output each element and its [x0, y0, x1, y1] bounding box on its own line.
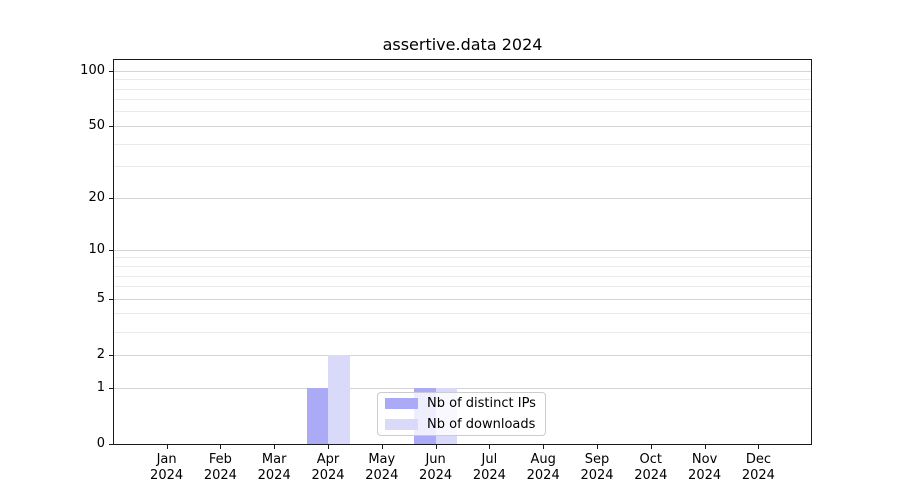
- x-tick-mark: [489, 445, 491, 449]
- gridline-minor: [114, 166, 811, 168]
- plot-area: [113, 59, 812, 445]
- y-tick-label: 20: [88, 190, 105, 206]
- legend-swatch-downloads-icon: [385, 419, 418, 430]
- legend-label-distinct-ips: Nb of distinct IPs: [427, 396, 536, 411]
- x-tick-mark: [166, 445, 168, 449]
- gridline-major: [114, 125, 811, 127]
- legend-swatch-distinct-ips-icon: [385, 398, 418, 409]
- gridline-major: [114, 197, 811, 199]
- chart-title: assertive.data 2024: [382, 35, 543, 54]
- gridline-minor: [114, 275, 811, 277]
- gridline-major: [114, 70, 811, 72]
- x-tick-label: Sep 2024: [580, 452, 614, 483]
- y-tick-mark: [109, 126, 113, 128]
- x-tick-label: Jan 2024: [150, 452, 184, 483]
- y-tick-mark: [109, 444, 113, 445]
- x-tick-mark: [381, 445, 383, 449]
- x-tick-mark: [704, 445, 706, 449]
- gridline-major: [114, 298, 811, 300]
- x-tick-label: Nov 2024: [688, 452, 722, 483]
- x-tick-label: Feb 2024: [203, 452, 237, 483]
- x-tick-mark: [650, 445, 652, 449]
- y-tick-label: 2: [96, 347, 105, 363]
- x-tick-mark: [220, 445, 222, 449]
- gridline-minor: [114, 257, 811, 259]
- gridline-minor: [114, 331, 811, 333]
- bar-distinct-ips: [306, 388, 328, 444]
- y-tick-label: 5: [96, 291, 105, 307]
- gridline-minor: [114, 79, 811, 81]
- x-tick-label: Dec 2024: [741, 452, 775, 483]
- x-tick-mark: [758, 445, 760, 449]
- gridline-minor: [114, 99, 811, 101]
- y-tick-mark: [109, 299, 113, 301]
- gridline-minor: [114, 111, 811, 113]
- x-tick-label: Aug 2024: [526, 452, 560, 483]
- x-tick-mark: [328, 445, 329, 449]
- gridline-major: [114, 354, 811, 356]
- y-tick-label: 0: [96, 436, 105, 451]
- y-tick-mark: [109, 71, 113, 73]
- gridline-minor: [114, 143, 811, 145]
- y-tick-mark: [109, 355, 113, 357]
- bar-downloads: [328, 355, 350, 444]
- y-tick-mark: [109, 388, 113, 389]
- x-tick-label: May 2024: [365, 452, 399, 483]
- gridline-minor: [114, 313, 811, 315]
- gridline-major: [114, 387, 811, 389]
- legend-item-distinct-ips: Nb of distinct IPs: [385, 396, 537, 411]
- y-tick-label: 100: [80, 63, 105, 79]
- x-tick-mark: [435, 445, 437, 449]
- y-tick-mark: [109, 250, 113, 252]
- gridline-minor: [114, 286, 811, 288]
- x-tick-label: Jun 2024: [419, 452, 453, 483]
- y-tick-label: 10: [88, 242, 105, 258]
- legend-item-downloads: Nb of downloads: [385, 417, 537, 432]
- x-tick-label: Oct 2024: [634, 452, 668, 483]
- gridline-minor: [114, 266, 811, 267]
- x-tick-mark: [274, 445, 276, 449]
- y-tick-mark: [109, 198, 113, 200]
- gridline-minor: [114, 88, 811, 90]
- gridline-major: [114, 249, 811, 251]
- x-tick-label: Jul 2024: [472, 452, 506, 483]
- x-tick-label: Mar 2024: [257, 452, 291, 483]
- y-tick-label: 50: [88, 118, 105, 134]
- legend-label-downloads: Nb of downloads: [427, 417, 536, 432]
- y-tick-label: 1: [96, 380, 105, 395]
- legend: Nb of distinct IPs Nb of downloads: [377, 392, 546, 436]
- x-tick-mark: [543, 445, 545, 449]
- x-tick-mark: [597, 445, 598, 449]
- x-tick-label: Apr 2024: [311, 452, 345, 483]
